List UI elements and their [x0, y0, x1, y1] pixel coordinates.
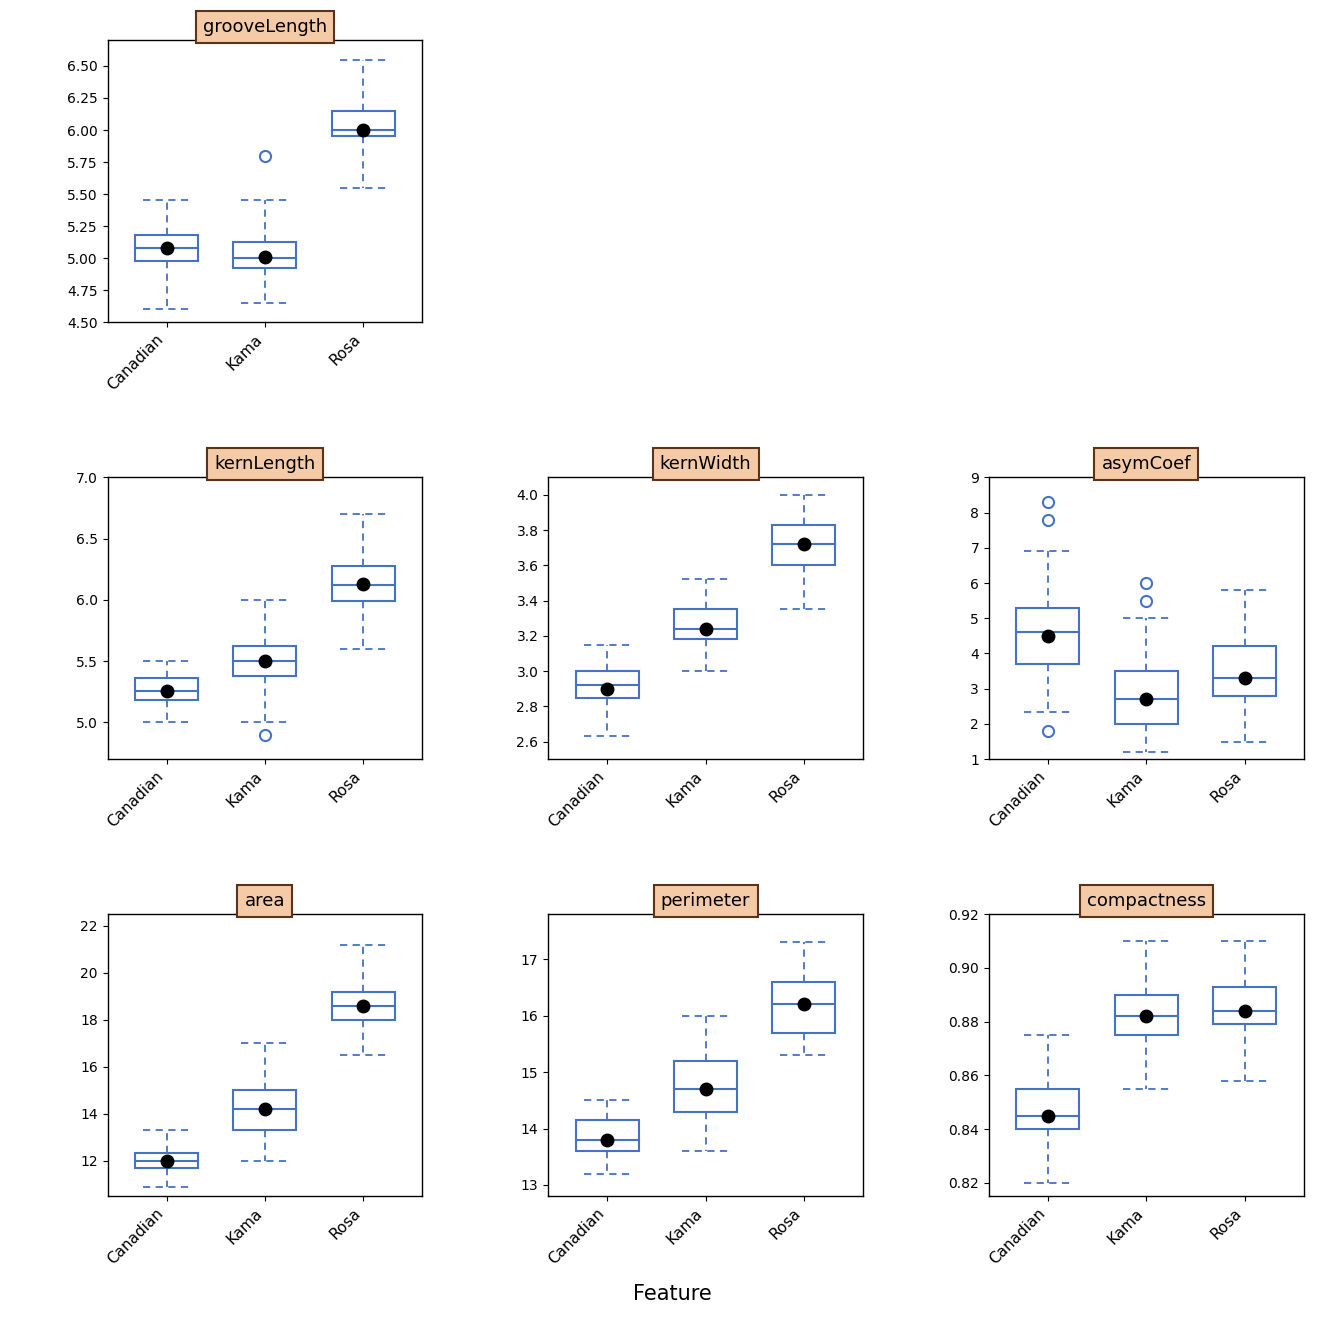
Bar	[773, 982, 836, 1032]
Title: perimeter: perimeter	[661, 892, 750, 910]
Bar	[675, 609, 737, 640]
Bar	[234, 242, 297, 269]
Bar	[332, 992, 395, 1020]
Bar	[1016, 607, 1079, 664]
Bar	[134, 679, 198, 700]
Bar	[134, 235, 198, 261]
Bar	[332, 110, 395, 137]
Bar	[1016, 1089, 1079, 1129]
Title: area: area	[245, 892, 285, 910]
Title: asymCoef: asymCoef	[1102, 456, 1191, 473]
Bar	[1214, 646, 1277, 696]
Bar	[234, 1090, 297, 1130]
Bar	[234, 646, 297, 676]
Text: Feature: Feature	[633, 1284, 711, 1304]
Bar	[332, 566, 395, 601]
Title: grooveLength: grooveLength	[203, 17, 327, 36]
Bar	[1114, 671, 1177, 724]
Bar	[575, 1120, 638, 1150]
Bar	[575, 671, 638, 698]
Title: kernWidth: kernWidth	[660, 456, 751, 473]
Bar	[134, 1153, 198, 1168]
Bar	[773, 526, 836, 566]
Title: kernLength: kernLength	[214, 456, 316, 473]
Bar	[675, 1060, 737, 1111]
Bar	[1114, 995, 1177, 1035]
Title: compactness: compactness	[1087, 892, 1206, 910]
Bar	[1214, 986, 1277, 1024]
